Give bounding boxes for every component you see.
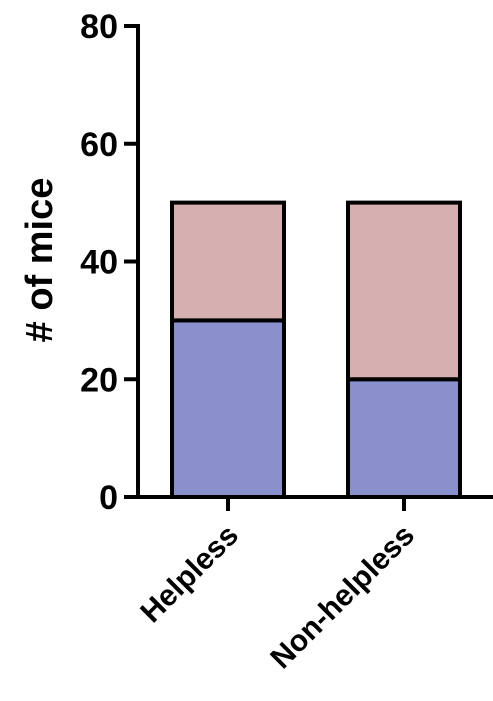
y-tick-label: 40 [80,244,118,282]
bar-segment-1-1 [346,200,462,382]
x-tick-label: Non-helpless [264,519,421,676]
y-tick-label: 60 [80,126,118,164]
y-tick-label: 80 [80,8,118,46]
bar-segment-0-0 [170,318,286,499]
x-tick-label: Helpless [134,519,245,630]
bars-group [170,200,462,499]
y-tick-label: 0 [99,479,118,517]
bar-segment-0-1 [170,200,286,323]
y-tick-label: 20 [80,361,118,399]
bar-segment-1-0 [346,377,462,499]
y-axis-title: # of mice [19,178,61,343]
